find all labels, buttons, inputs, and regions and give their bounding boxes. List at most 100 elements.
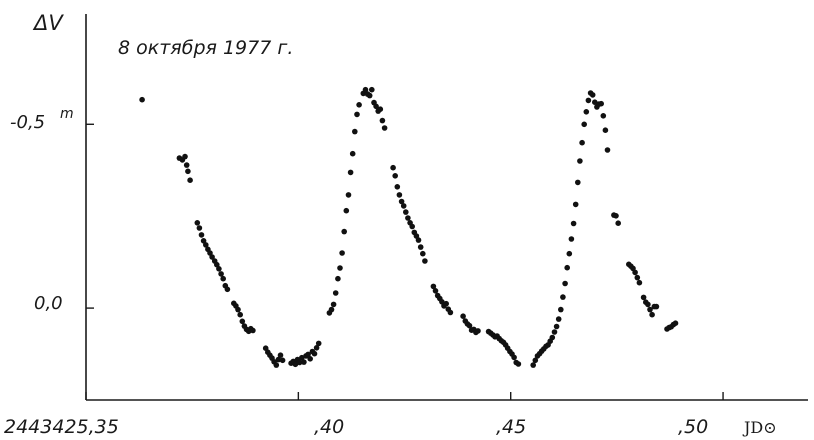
y-unit-label: m [60, 106, 74, 122]
data-point [568, 236, 575, 242]
data-point [311, 350, 318, 357]
data-point [405, 215, 411, 221]
x-tick-label: ,40 [314, 416, 344, 438]
data-point [403, 209, 409, 215]
data-point [296, 359, 303, 366]
data-point [515, 361, 522, 367]
data-point [332, 290, 339, 296]
axes [85, 14, 808, 401]
data-point [589, 92, 596, 98]
data-point [356, 102, 362, 108]
data-point [273, 362, 280, 368]
data-point [216, 266, 222, 272]
x-axis-label: JD⊙ [742, 418, 777, 437]
data-point [645, 301, 651, 308]
data-point [250, 327, 256, 334]
data-point [409, 223, 416, 230]
data-point [185, 168, 191, 175]
data-point [392, 173, 399, 179]
data-point [640, 294, 647, 301]
data-point [183, 162, 190, 168]
chart-title: 8 октября 1977 г. [118, 37, 293, 59]
data-point [187, 177, 193, 183]
data-point [301, 359, 307, 365]
data-point [239, 318, 246, 325]
data-point [209, 254, 215, 260]
data-point [592, 99, 598, 105]
data-point [585, 97, 592, 104]
y-tick-label: -0,5 [10, 112, 45, 133]
data-point [220, 275, 226, 282]
data-point [420, 250, 426, 257]
data-point [341, 228, 348, 235]
data-point [566, 250, 573, 257]
data-point [218, 271, 224, 277]
data-point [275, 356, 282, 363]
y-axis-label: ΔV [32, 11, 64, 35]
data-point [315, 340, 322, 347]
data-point [460, 313, 466, 320]
data-point [307, 356, 314, 362]
data-point [579, 139, 585, 146]
x-origin-label: 2443425,35 [4, 416, 119, 438]
data-point [343, 207, 350, 214]
data-point [139, 96, 145, 103]
data-point [330, 301, 337, 308]
x-tick-label: ,50 [678, 416, 708, 438]
data-point [575, 179, 581, 186]
data-point [305, 351, 311, 358]
ticks [85, 123, 724, 400]
data-point [581, 121, 587, 128]
data-point [362, 86, 369, 93]
data-point [400, 203, 407, 209]
data-point [335, 275, 341, 282]
data-point [532, 357, 539, 364]
data-point [379, 117, 386, 124]
data-point [396, 192, 403, 198]
data-point [277, 352, 284, 359]
data-point [313, 345, 320, 351]
data-point [562, 280, 568, 287]
data-point [647, 306, 653, 313]
data-point [292, 361, 299, 368]
data-point [613, 213, 619, 219]
data-point [447, 309, 454, 316]
data-point [417, 244, 424, 250]
data-point [299, 354, 305, 361]
data-point [394, 184, 401, 190]
data-point [415, 237, 422, 243]
data-point [555, 316, 562, 322]
data-points [139, 86, 679, 368]
data-point [583, 109, 590, 115]
data-point [194, 220, 201, 226]
data-point [443, 300, 450, 307]
data-point [572, 201, 579, 208]
data-point [549, 334, 556, 341]
data-point [602, 127, 609, 133]
data-point [369, 86, 375, 93]
data-point [235, 306, 241, 313]
data-point [430, 283, 437, 290]
data-point [354, 111, 360, 118]
data-point [653, 303, 660, 310]
data-point [200, 238, 207, 244]
data-point [339, 250, 345, 256]
data-point [672, 320, 679, 327]
data-point [432, 288, 439, 294]
data-point [649, 311, 655, 318]
data-point [577, 158, 583, 164]
y-tick-label: 0,0 [34, 293, 63, 314]
data-point [632, 269, 638, 276]
data-point [337, 265, 343, 271]
data-point [530, 362, 536, 368]
data-point [398, 198, 405, 205]
data-point [600, 113, 607, 119]
data-point [390, 164, 396, 171]
data-point [366, 92, 373, 99]
data-point [237, 311, 243, 318]
data-point [511, 354, 517, 361]
data-point [328, 306, 335, 313]
data-point [345, 192, 352, 198]
data-point [570, 220, 577, 227]
